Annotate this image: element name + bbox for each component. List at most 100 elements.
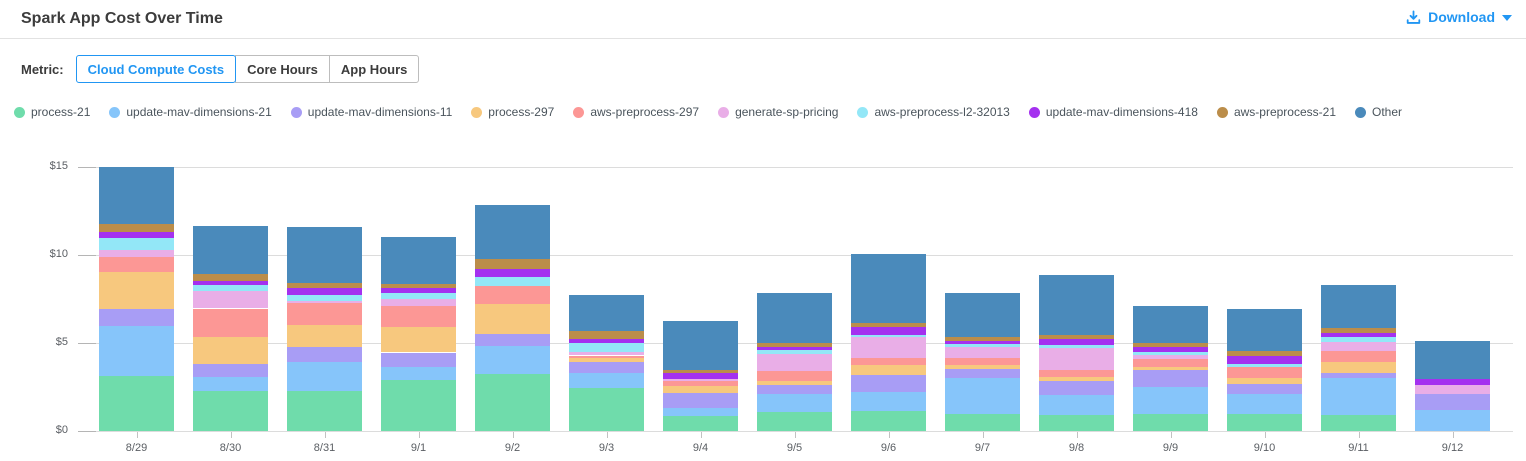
bar-segment-9-6-update-mav-dimensions-418[interactable]: [851, 327, 926, 335]
bar-segment-9-5-other[interactable]: [757, 292, 832, 343]
bar-segment-9-11-aws-preprocess-l2-32013[interactable]: [1321, 337, 1396, 342]
bar-segment-9-8-process-297[interactable]: [1039, 377, 1114, 382]
bar-segment-9-10-update-mav-dimensions-21[interactable]: [1227, 394, 1302, 414]
bar-segment-8-31-process-21[interactable]: [287, 391, 362, 431]
bar-segment-9-2-aws-preprocess-297[interactable]: [475, 286, 550, 305]
bar-segment-9-10-other[interactable]: [1227, 308, 1302, 352]
bar-segment-9-6-process-21[interactable]: [851, 411, 926, 431]
bar-segment-9-2-update-mav-dimensions-21[interactable]: [475, 345, 550, 374]
bar-segment-8-29-aws-preprocess-l2-32013[interactable]: [99, 238, 174, 251]
bar-segment-9-5-aws-preprocess-21[interactable]: [757, 342, 832, 347]
bar-segment-9-4-update-mav-dimensions-21[interactable]: [663, 407, 738, 417]
bar-segment-9-4-update-mav-dimensions-418[interactable]: [663, 372, 738, 379]
bar-segment-9-8-process-21[interactable]: [1039, 414, 1114, 431]
bar-segment-9-11-update-mav-dimensions-11[interactable]: [1321, 372, 1396, 379]
bar-segment-9-5-update-mav-dimensions-21[interactable]: [757, 393, 832, 412]
bar-segment-9-3-aws-preprocess-297[interactable]: [569, 355, 644, 359]
bar-segment-9-9-other[interactable]: [1133, 306, 1208, 343]
bar-segment-9-10-aws-preprocess-297[interactable]: [1227, 367, 1302, 379]
bar-segment-9-12-update-mav-dimensions-418[interactable]: [1415, 379, 1490, 386]
legend-item-process-21[interactable]: process-21: [14, 105, 90, 119]
bar-segment-9-7-update-mav-dimensions-418[interactable]: [945, 341, 1020, 344]
bar-segment-9-9-update-mav-dimensions-21[interactable]: [1133, 387, 1208, 414]
bar-segment-8-30-aws-preprocess-21[interactable]: [193, 273, 268, 281]
bar-segment-8-31-other[interactable]: [287, 227, 362, 283]
bar-segment-9-5-process-297[interactable]: [757, 381, 832, 386]
bar-segment-9-9-aws-preprocess-21[interactable]: [1133, 342, 1208, 348]
bar-segment-8-30-update-mav-dimensions-418[interactable]: [193, 280, 268, 285]
bar-segment-9-3-process-21[interactable]: [569, 387, 644, 431]
bar-segment-8-29-update-mav-dimensions-418[interactable]: [99, 231, 174, 239]
bar-segment-8-29-other[interactable]: [99, 166, 174, 224]
legend-item-update-mav-dimensions-11[interactable]: update-mav-dimensions-11: [290, 105, 452, 119]
bar-segment-9-5-process-21[interactable]: [757, 411, 832, 431]
bar-segment-9-9-generate-sp-pricing[interactable]: [1133, 355, 1208, 359]
metric-button-cloud-compute-costs[interactable]: Cloud Compute Costs: [75, 55, 237, 83]
bar-segment-9-1-other[interactable]: [381, 237, 456, 284]
bar-segment-9-7-aws-preprocess-l2-32013[interactable]: [945, 343, 1020, 348]
bar-segment-9-8-other[interactable]: [1039, 275, 1114, 336]
bar-segment-9-11-generate-sp-pricing[interactable]: [1321, 341, 1396, 352]
bar-segment-8-30-process-21[interactable]: [193, 391, 268, 431]
bar-segment-8-30-generate-sp-pricing[interactable]: [193, 290, 268, 309]
bar-segment-9-6-generate-sp-pricing[interactable]: [851, 337, 926, 358]
bar-segment-8-31-update-mav-dimensions-11[interactable]: [287, 347, 362, 362]
bar-segment-9-3-update-mav-dimensions-21[interactable]: [569, 372, 644, 388]
bar-segment-9-7-other[interactable]: [945, 292, 1020, 337]
bar-segment-9-12-other[interactable]: [1415, 341, 1490, 380]
bar-segment-9-3-generate-sp-pricing[interactable]: [569, 351, 644, 356]
bar-segment-8-30-update-mav-dimensions-21[interactable]: [193, 377, 268, 392]
bar-segment-9-7-process-297[interactable]: [945, 365, 1020, 370]
bar-segment-9-3-other[interactable]: [569, 294, 644, 332]
bar-segment-9-4-generate-sp-pricing[interactable]: [663, 378, 738, 382]
bar-segment-9-6-process-297[interactable]: [851, 365, 926, 375]
bar-segment-9-4-aws-preprocess-21[interactable]: [663, 369, 738, 373]
bar-segment-9-2-other[interactable]: [475, 205, 550, 260]
bar-segment-9-11-aws-preprocess-297[interactable]: [1321, 351, 1396, 362]
bar-segment-9-1-update-mav-dimensions-418[interactable]: [381, 288, 456, 293]
bar-segment-9-11-process-21[interactable]: [1321, 414, 1396, 431]
bar-segment-8-29-update-mav-dimensions-11[interactable]: [99, 308, 174, 326]
bar-segment-9-9-process-297[interactable]: [1133, 367, 1208, 371]
bar-segment-9-6-aws-preprocess-21[interactable]: [851, 322, 926, 328]
bar-segment-8-31-aws-preprocess-297[interactable]: [287, 302, 362, 326]
bar-segment-9-8-generate-sp-pricing[interactable]: [1039, 347, 1114, 371]
bar-segment-9-9-update-mav-dimensions-418[interactable]: [1133, 347, 1208, 352]
bar-segment-9-10-aws-preprocess-l2-32013[interactable]: [1227, 363, 1302, 368]
bar-segment-9-10-aws-preprocess-21[interactable]: [1227, 351, 1302, 357]
legend-item-other[interactable]: Other: [1355, 105, 1402, 119]
bar-segment-9-6-aws-preprocess-297[interactable]: [851, 357, 926, 366]
bar-segment-8-30-aws-preprocess-297[interactable]: [193, 308, 268, 338]
metric-button-app-hours[interactable]: App Hours: [328, 55, 420, 83]
bar-segment-9-1-aws-preprocess-21[interactable]: [381, 283, 456, 289]
bar-segment-9-2-process-21[interactable]: [475, 373, 550, 431]
bar-segment-9-6-update-mav-dimensions-21[interactable]: [851, 391, 926, 412]
bar-segment-9-8-aws-preprocess-l2-32013[interactable]: [1039, 345, 1114, 348]
bar-segment-9-8-update-mav-dimensions-11[interactable]: [1039, 381, 1114, 396]
bar-segment-9-12-update-mav-dimensions-11[interactable]: [1415, 393, 1490, 411]
bar-segment-8-31-aws-preprocess-21[interactable]: [287, 282, 362, 288]
bar-segment-9-11-aws-preprocess-21[interactable]: [1321, 328, 1396, 333]
bar-segment-9-4-other[interactable]: [663, 321, 738, 370]
legend-item-generate-sp-pricing[interactable]: generate-sp-pricing: [718, 105, 838, 119]
bar-segment-8-29-update-mav-dimensions-21[interactable]: [99, 325, 174, 376]
legend-item-update-mav-dimensions-21[interactable]: update-mav-dimensions-21: [109, 105, 272, 119]
bar-segment-8-29-aws-preprocess-21[interactable]: [99, 224, 174, 232]
bar-segment-8-29-generate-sp-pricing[interactable]: [99, 250, 174, 257]
bar-segment-9-7-aws-preprocess-297[interactable]: [945, 358, 1020, 365]
bar-segment-9-2-update-mav-dimensions-418[interactable]: [475, 269, 550, 278]
bar-segment-9-4-aws-preprocess-297[interactable]: [663, 381, 738, 387]
bar-segment-9-8-aws-preprocess-297[interactable]: [1039, 370, 1114, 378]
bar-segment-8-31-update-mav-dimensions-418[interactable]: [287, 287, 362, 296]
bar-segment-9-4-process-21[interactable]: [663, 416, 738, 431]
legend-item-update-mav-dimensions-418[interactable]: update-mav-dimensions-418: [1028, 105, 1198, 119]
bar-segment-9-10-process-297[interactable]: [1227, 378, 1302, 385]
bar-segment-8-30-aws-preprocess-l2-32013[interactable]: [193, 284, 268, 291]
bar-segment-9-1-update-mav-dimensions-11[interactable]: [381, 352, 456, 367]
bar-segment-9-1-process-297[interactable]: [381, 326, 456, 353]
bar-segment-9-1-generate-sp-pricing[interactable]: [381, 299, 456, 307]
bar-segment-9-10-update-mav-dimensions-11[interactable]: [1227, 384, 1302, 395]
bar-segment-9-1-process-21[interactable]: [381, 380, 456, 431]
bar-segment-9-7-aws-preprocess-21[interactable]: [945, 337, 1020, 342]
bar-segment-9-1-aws-preprocess-297[interactable]: [381, 306, 456, 327]
